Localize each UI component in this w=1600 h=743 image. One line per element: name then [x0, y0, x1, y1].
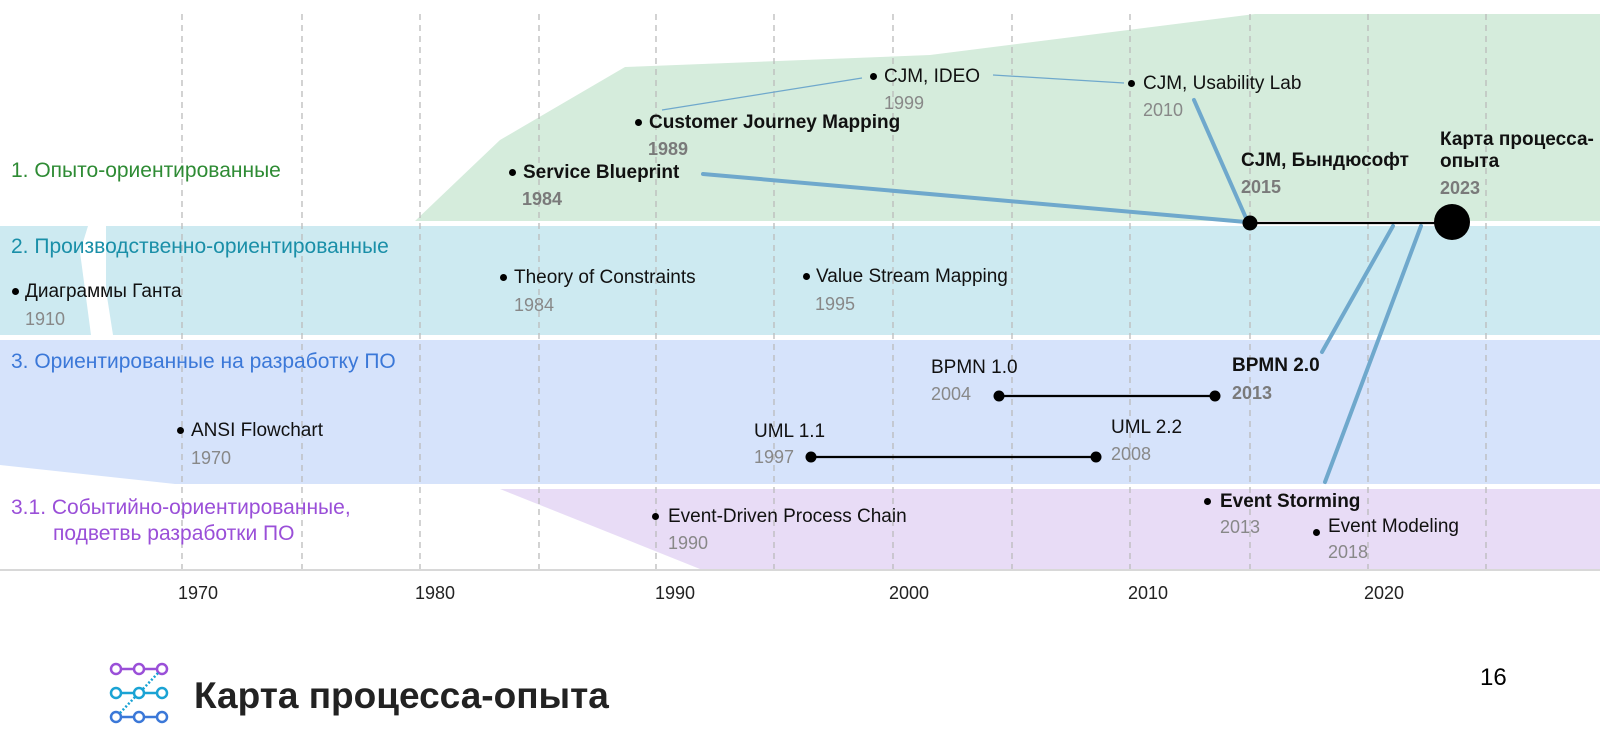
gridlines — [181, 14, 1487, 569]
event-service-blueprint-label: Service Blueprint — [523, 162, 680, 183]
event-vsm-label: Value Stream Mapping — [816, 266, 1008, 287]
event-dot — [500, 274, 507, 281]
event-service-blueprint-year: 1984 — [522, 189, 563, 209]
category-production-label: 2. Производственно-ориентированные — [11, 235, 389, 258]
axis-tick-1980: 1980 — [415, 583, 456, 603]
category-event-driven-label: 3.1. Событийно-ориентированные, — [11, 496, 351, 519]
event-gantt-label: Диаграммы Ганта — [25, 281, 182, 302]
event-ansi-label: ANSI Flowchart — [191, 420, 323, 441]
event-dot — [12, 288, 19, 295]
page-number: 16 — [1480, 664, 1507, 691]
event-ansi-year: 1970 — [191, 448, 232, 468]
event-dot — [803, 273, 810, 280]
event-dot — [509, 169, 516, 176]
event-process-experience-map-label: Карта процесса- — [1440, 129, 1594, 150]
influence-links-thin — [661, 74, 1125, 111]
event-uml22-year: 2008 — [1111, 444, 1152, 464]
event-cjm-byndyusoft-label: CJM, Бындюсофт — [1241, 150, 1409, 171]
event-cjm-mapping-label: Customer Journey Mapping — [649, 112, 901, 133]
axis-tick-1970: 1970 — [178, 583, 219, 603]
category-experience-label: 1. Опыто-ориентированные — [11, 159, 281, 182]
event-dot — [177, 427, 184, 434]
event-dot — [635, 119, 642, 126]
event-vsm-year: 1995 — [815, 294, 856, 314]
category-event-driven-label-line2: подветвь разработки ПО — [53, 522, 295, 545]
axis-tick-2000: 2000 — [889, 583, 930, 603]
event-bpmn10-label: BPMN 1.0 — [931, 357, 1018, 378]
event-epc-year: 1990 — [668, 533, 709, 553]
process-experience-map-logo-icon — [109, 662, 169, 724]
event-cjm-usability-lab-year: 2010 — [1143, 100, 1184, 120]
band-experience — [415, 14, 1600, 221]
influence-links-thick — [701, 98, 1423, 484]
event-cjm-ideo-label: CJM, IDEO — [884, 66, 981, 87]
event-bpmn10-year: 2004 — [931, 384, 972, 404]
band-software — [0, 340, 1600, 484]
connector-endpoints — [805, 204, 1470, 463]
band-production — [0, 226, 1600, 335]
event-uml22-label: UML 2.2 — [1111, 417, 1183, 438]
event-uml11-year: 1997 — [754, 447, 795, 467]
event-cjm-ideo-year: 1999 — [884, 93, 925, 113]
event-dot — [1128, 80, 1135, 87]
event-process-experience-map-year: 2023 — [1440, 178, 1481, 198]
event-storming-year: 2013 — [1220, 517, 1261, 537]
event-cjm-byndyusoft-year: 2015 — [1241, 177, 1282, 197]
event-modeling-year: 2018 — [1328, 542, 1369, 562]
event-modeling-label: Event Modeling — [1328, 516, 1459, 537]
event-toc-year: 1984 — [514, 295, 555, 315]
axis-tick-2020: 2020 — [1364, 583, 1405, 603]
category-software-label: 3. Ориентированные на разработку ПО — [11, 350, 396, 373]
event-bpmn20-year: 2013 — [1232, 383, 1273, 403]
event-toc-label: Theory of Constraints — [514, 267, 696, 288]
axis-tick-2010: 2010 — [1128, 583, 1169, 603]
event-gantt-year: 1910 — [25, 309, 66, 329]
axis-tick-1990: 1990 — [655, 583, 696, 603]
event-epc-label: Event-Driven Process Chain — [668, 506, 907, 527]
event-dot — [1313, 529, 1320, 536]
event-dot — [1204, 498, 1211, 505]
band-event-driven — [500, 489, 1600, 569]
event-process-experience-map-label-line2: опыта — [1440, 151, 1500, 172]
event-dot — [870, 73, 877, 80]
event-cjm-mapping-year: 1989 — [648, 139, 689, 159]
version-connectors — [811, 221, 1452, 459]
event-uml11-label: UML 1.1 — [754, 421, 826, 442]
event-bpmn20-label: BPMN 2.0 — [1232, 355, 1320, 376]
event-dot — [652, 513, 659, 520]
event-cjm-usability-lab-label: CJM, Usability Lab — [1143, 73, 1302, 94]
event-storming-label: Event Storming — [1220, 491, 1361, 512]
footer-title: Карта процесса-опыта — [194, 675, 609, 716]
